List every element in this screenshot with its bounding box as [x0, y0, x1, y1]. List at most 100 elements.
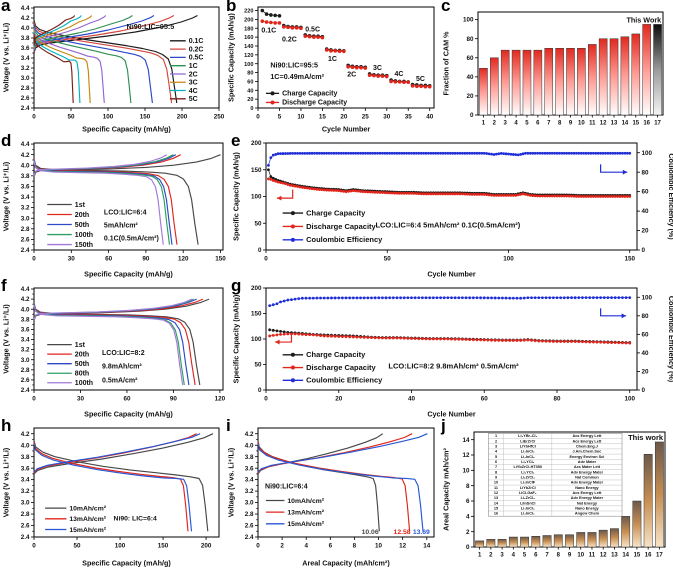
svg-text:16: 16	[645, 553, 652, 559]
svg-text:60: 60	[466, 55, 474, 62]
svg-text:3.8: 3.8	[21, 35, 30, 42]
svg-text:17: 17	[656, 553, 663, 559]
svg-text:17: 17	[654, 121, 661, 127]
svg-text:120: 120	[215, 396, 226, 403]
bar-7	[544, 47, 554, 116]
svg-text:3.0: 3.0	[21, 357, 30, 364]
svg-text:9: 9	[495, 476, 497, 480]
svg-text:100: 100	[244, 62, 253, 68]
svg-text:60: 60	[123, 396, 131, 403]
svg-text:50: 50	[67, 114, 75, 121]
svg-text:Nat Commun: Nat Commun	[575, 476, 599, 480]
series-100th-charge	[33, 298, 193, 320]
svg-text:150: 150	[251, 311, 262, 318]
svg-text:6: 6	[536, 121, 540, 127]
legend: 1st 20th 50th 100th 150th	[47, 202, 93, 249]
svg-text:2.4: 2.4	[21, 247, 30, 254]
bar-16	[642, 24, 651, 116]
svg-text:4.2: 4.2	[245, 431, 254, 438]
svg-text:6: 6	[466, 498, 470, 505]
svg-text:1: 1	[482, 121, 486, 127]
svg-text:Coulombic Efficiency (%): Coulombic Efficiency (%)	[667, 153, 673, 240]
series-13mAh/cm²-discharge	[33, 442, 189, 532]
svg-text:Acs Energy Lett: Acs Energy Lett	[572, 439, 602, 443]
svg-text:80: 80	[642, 169, 650, 176]
svg-text:0: 0	[32, 256, 36, 263]
panel-e: e 0 50 100 150 200 0 50 100 150 0 20 40 60 80 100 Cycle…	[230, 131, 673, 280]
panel-b: b 0 20 40 60 80 100 120 140 160 180 200 220 0 5 10 15 20…	[225, 0, 440, 135]
bar-13	[609, 38, 619, 116]
svg-text:3.4: 3.4	[21, 337, 30, 344]
svg-text:LiCl-GaF₃: LiCl-GaF₃	[519, 491, 537, 495]
svg-text:5C: 5C	[189, 96, 198, 103]
svg-text:100: 100	[251, 336, 262, 343]
svg-text:100: 100	[463, 17, 474, 24]
svg-text:3.2: 3.2	[21, 488, 30, 495]
svg-text:100th: 100th	[75, 232, 93, 239]
svg-text:13mAh/cm²: 13mAh/cm²	[287, 509, 324, 516]
svg-text:7: 7	[545, 553, 549, 559]
svg-text:60: 60	[642, 331, 650, 338]
panel-d: d 2.4 2.6 2.8 3.0 3.2 3.4 3.6 3.8 4.0 4.2 4.4 0 30 60…	[0, 131, 230, 280]
svg-text:Areal Capacity mAh/cm²: Areal Capacity mAh/cm²	[442, 448, 451, 531]
bar-7	[542, 535, 552, 548]
axes-i: 2.4 2.6 2.8 3.0 3.2 3.4 3.6 3.8 4.0 4.2 0 2 4 6 8 10 12 1…	[227, 427, 435, 568]
svg-text:2.8: 2.8	[21, 367, 30, 374]
svg-text:0: 0	[642, 247, 646, 254]
svg-text:0: 0	[250, 106, 253, 112]
series-15mAh/cm²-discharge	[33, 443, 193, 532]
svg-text:3.8: 3.8	[245, 454, 254, 461]
svg-text:7: 7	[495, 465, 497, 469]
svg-text:250: 250	[214, 114, 225, 121]
svg-text:3: 3	[504, 121, 508, 127]
series-5C-charge	[33, 15, 76, 47]
svg-text:This Work: This Work	[627, 15, 662, 24]
svg-text:LiYbHfCl: LiYbHfCl	[520, 444, 536, 448]
series-10mAh/cm²-charge	[33, 433, 214, 475]
svg-text:120: 120	[244, 53, 253, 59]
svg-text:Charge Capacity: Charge Capacity	[282, 91, 337, 98]
svg-text:Acs Mater Lett: Acs Mater Lett	[574, 465, 601, 469]
legend: 10mAh/cm² 13mAh/cm² 15mAh/cm²	[265, 498, 325, 528]
svg-text:Ni90:LIC=95:5: Ni90:LIC=95:5	[270, 61, 318, 70]
svg-text:100: 100	[103, 114, 114, 121]
axes-f: 2.4 2.6 2.8 3.0 3.2 3.4 3.6 3.8 4.0 4.2 4.4 0 30 60 90…	[2, 286, 226, 418]
svg-text:0.1C: 0.1C	[261, 28, 276, 35]
series-0.2C-charge	[33, 14, 175, 53]
svg-text:150th: 150th	[75, 242, 93, 249]
svg-text:150: 150	[251, 167, 262, 174]
svg-text:60: 60	[642, 189, 650, 196]
svg-text:8: 8	[353, 543, 357, 550]
bar-4	[511, 49, 521, 116]
svg-text:3.6: 3.6	[21, 465, 30, 472]
svg-text:0: 0	[32, 396, 36, 403]
svg-text:Specific Capacity (mAh/g): Specific Capacity (mAh/g)	[82, 125, 171, 134]
series-5C-discharge	[33, 33, 74, 104]
svg-text:13.69: 13.69	[413, 529, 430, 536]
svg-text:80th: 80th	[75, 371, 89, 378]
bar-16	[643, 453, 653, 548]
svg-text:Specific Capacity (mAh/g): Specific Capacity (mAh/g)	[84, 410, 173, 419]
series-150th-charge	[33, 154, 168, 177]
reference-table: 1 Li₃YBr₃Cl₃ Acs Energy Lett 2 LiErZrCl Acs E…	[488, 433, 623, 517]
svg-text:Nano Energy: Nano Energy	[575, 486, 599, 490]
legend: 10mAh/cm² 13mAh/cm² 15mAh/cm²	[45, 505, 107, 534]
series-13mAh/cm²-discharge	[257, 442, 411, 532]
svg-text:20: 20	[340, 114, 348, 121]
svg-text:2.8: 2.8	[21, 85, 30, 92]
svg-text:4: 4	[466, 513, 470, 520]
svg-text:200: 200	[251, 285, 262, 292]
svg-text:5: 5	[523, 553, 527, 559]
panel-j-label: j	[441, 416, 446, 435]
svg-text:1C: 1C	[189, 63, 198, 70]
bar-10	[577, 47, 586, 116]
svg-text:3.0: 3.0	[245, 500, 254, 507]
svg-text:50: 50	[254, 362, 262, 369]
series-100th-discharge	[33, 305, 184, 386]
panel-h: h 2.4 2.6 2.8 3.0 3.2 3.4 3.6 3.8 4.0 4.2 0 50 100 15…	[0, 416, 225, 569]
svg-text:4C: 4C	[189, 88, 198, 95]
svg-text:13mAh/cm²: 13mAh/cm²	[69, 516, 106, 523]
svg-text:14: 14	[494, 501, 499, 505]
series-2C-discharge	[33, 28, 105, 104]
svg-text:0.5C: 0.5C	[189, 55, 204, 62]
